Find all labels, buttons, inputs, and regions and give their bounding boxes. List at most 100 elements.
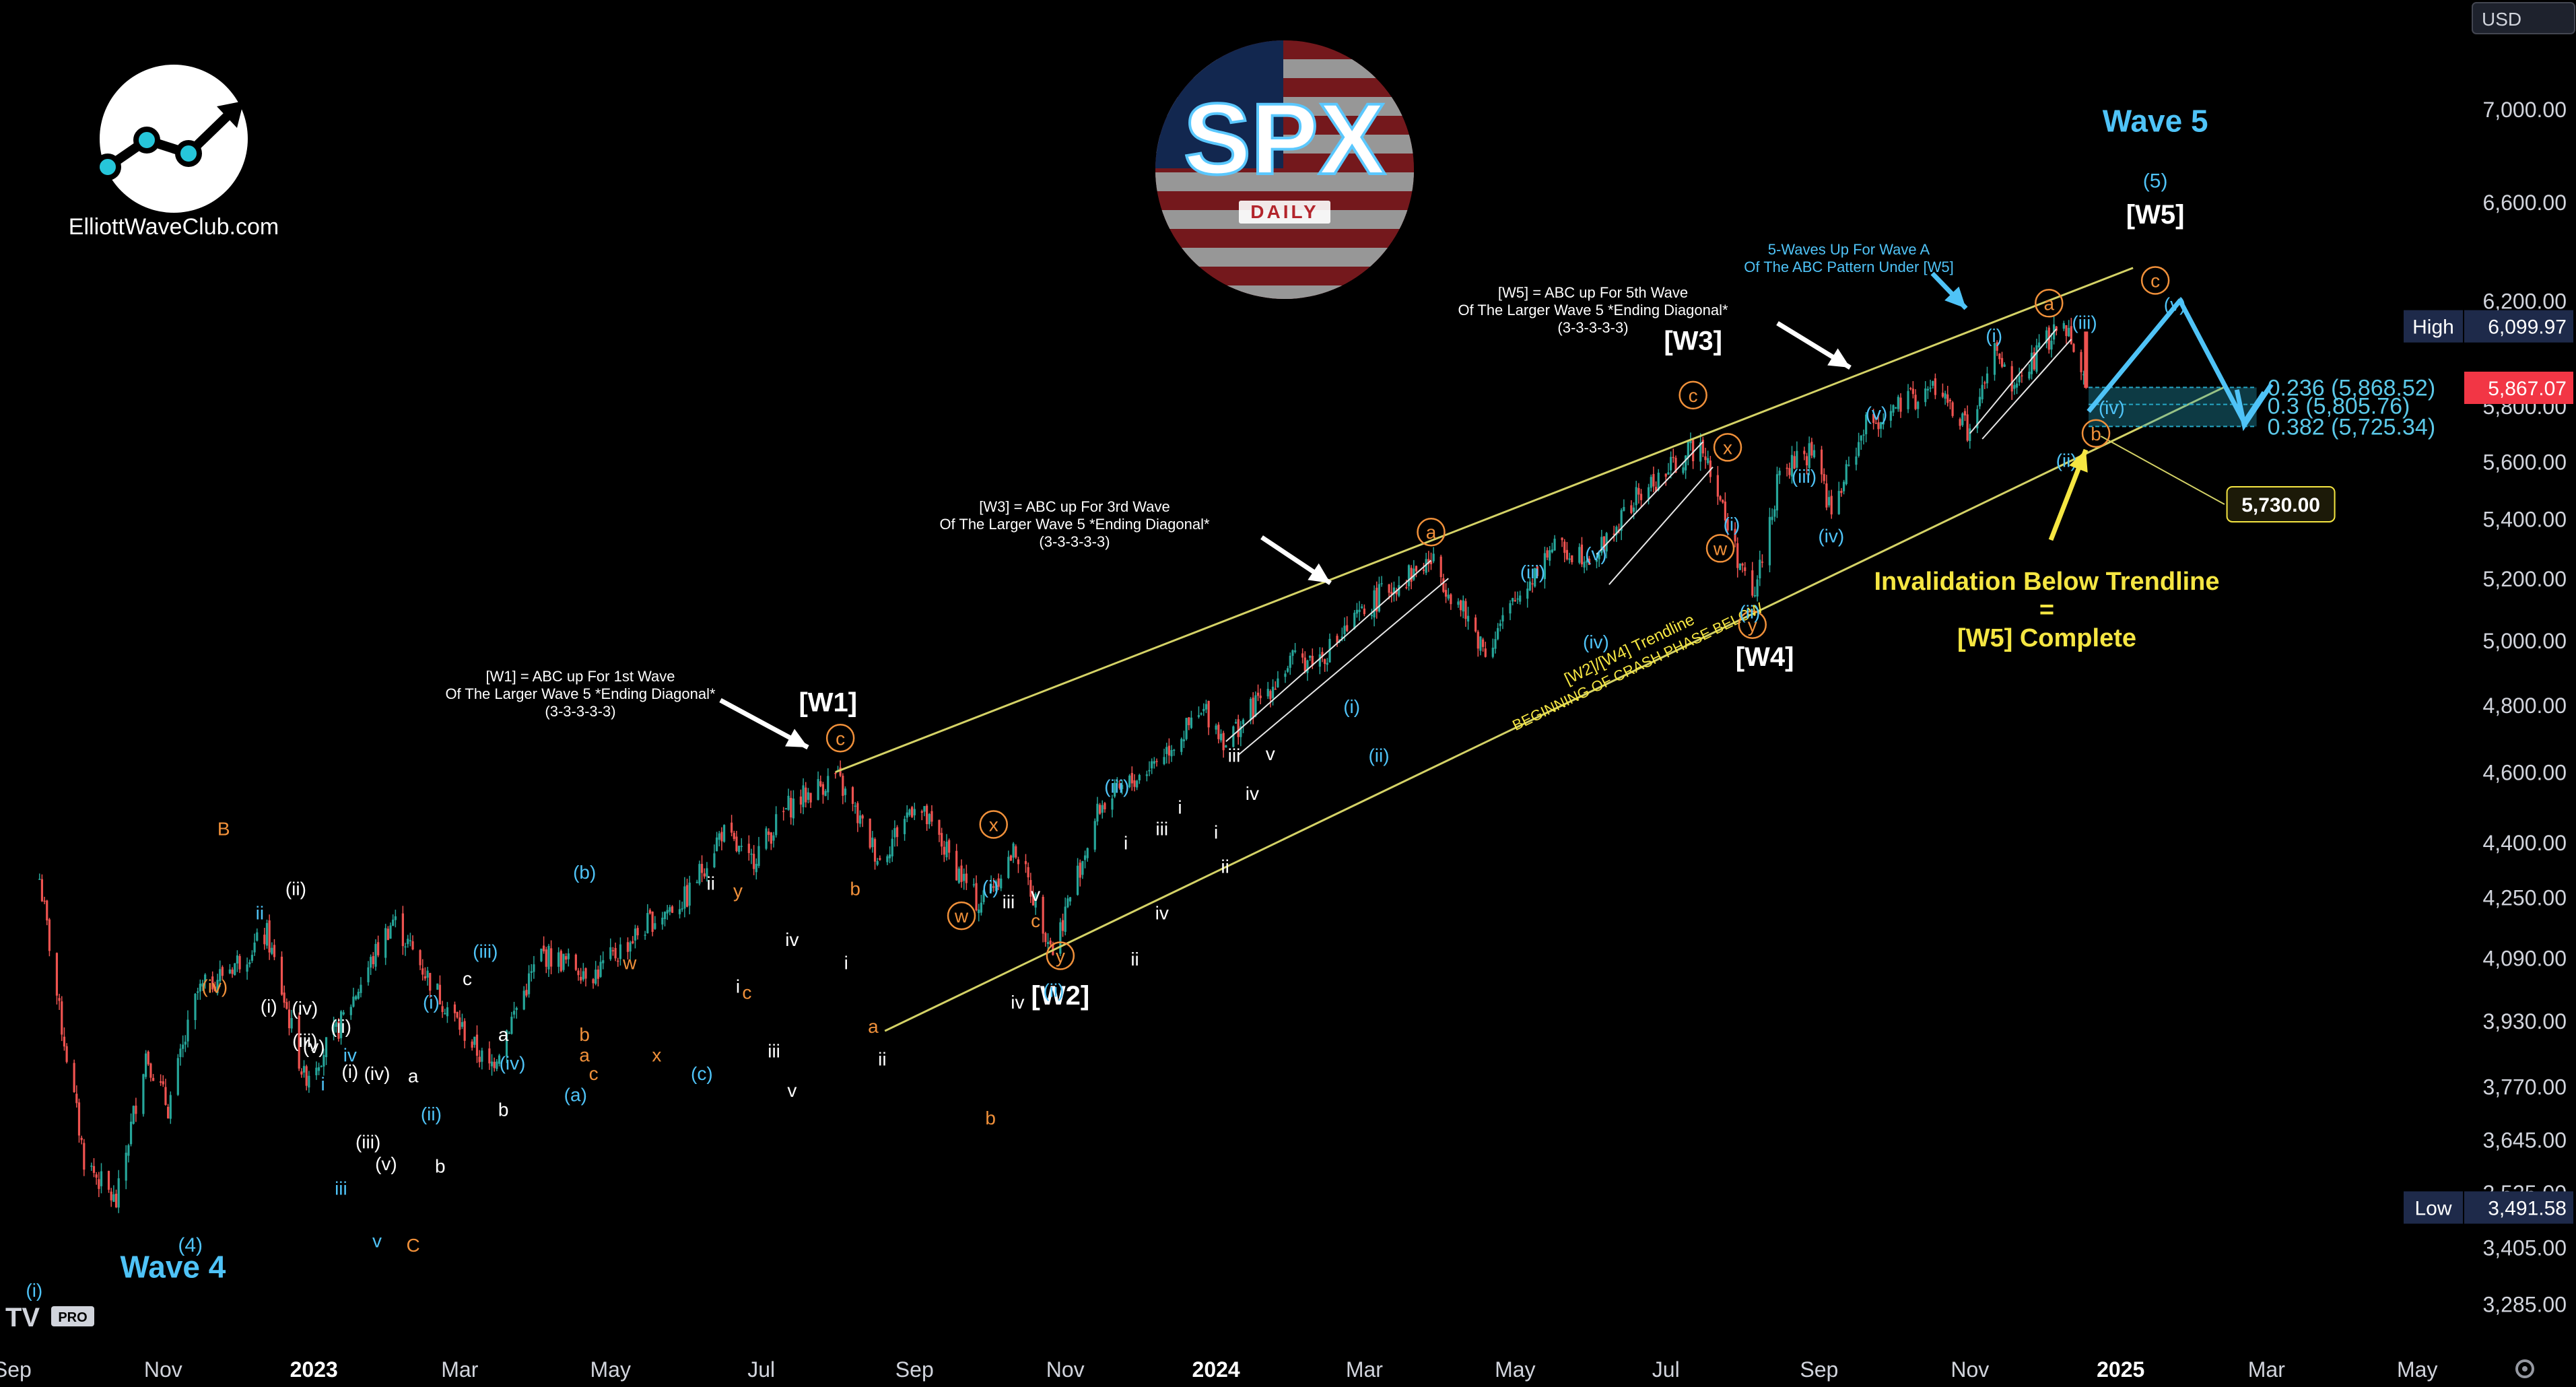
candle-body bbox=[562, 953, 565, 970]
candle-body bbox=[135, 1106, 137, 1114]
wave5-label: Wave 5 bbox=[2103, 104, 2208, 139]
candle-body bbox=[1294, 650, 1297, 652]
candle-body bbox=[1768, 516, 1771, 566]
candle-body bbox=[1620, 510, 1623, 531]
gear-icon[interactable] bbox=[2515, 1359, 2534, 1378]
candle-body bbox=[429, 973, 432, 991]
candle-body bbox=[1613, 533, 1615, 535]
candle-body bbox=[1882, 421, 1885, 425]
candle-body bbox=[1689, 440, 1692, 444]
candle-body bbox=[478, 1056, 481, 1062]
candle-body bbox=[871, 838, 874, 848]
candle-body bbox=[1514, 600, 1516, 602]
axis-layer: 7,000.006,600.006,200.005,800.005,600.00… bbox=[0, 98, 2573, 1382]
candle-body bbox=[1775, 474, 1779, 511]
minor-wave-label: iv bbox=[1246, 783, 1259, 804]
w2-w-label: w bbox=[954, 906, 969, 926]
candle-body bbox=[750, 853, 753, 855]
candle-body bbox=[1907, 391, 1909, 409]
candle-body bbox=[747, 844, 750, 853]
candle-body bbox=[216, 980, 219, 994]
wave-w1-label: [W1] bbox=[799, 688, 857, 718]
candle-body bbox=[928, 813, 930, 825]
candle-body bbox=[1687, 441, 1689, 458]
candle-body bbox=[755, 864, 757, 873]
minor-wave-label: i bbox=[1178, 797, 1182, 818]
candle-body bbox=[1827, 497, 1831, 506]
currency-badge[interactable]: USD bbox=[2472, 2, 2575, 34]
w5a-annotation: Of The ABC Pattern Under [W5] bbox=[1744, 259, 1953, 275]
minor-wave-label: ii bbox=[1130, 949, 1139, 970]
candle-body bbox=[144, 1053, 147, 1077]
candle-body bbox=[1672, 456, 1674, 459]
candle-body bbox=[1361, 606, 1363, 609]
candle-body bbox=[715, 837, 718, 852]
minor-wave-label: c bbox=[463, 968, 472, 989]
candle-body bbox=[994, 881, 998, 891]
candle-body bbox=[1165, 747, 1168, 754]
w4-y-label-circle bbox=[1738, 610, 1767, 640]
candle-body bbox=[1996, 342, 1998, 351]
minor-wave-label: (iii) bbox=[1104, 776, 1129, 797]
candle-body bbox=[1771, 516, 1773, 520]
candle-body bbox=[1079, 862, 1081, 878]
candle-body bbox=[1724, 501, 1726, 520]
minor-wave-label: (i) bbox=[1986, 325, 2002, 346]
candle-body bbox=[1981, 384, 1984, 400]
y-tick-label: 5,200.00 bbox=[2482, 567, 2567, 591]
minor-wave-label: a bbox=[498, 1024, 509, 1045]
candle-body bbox=[374, 943, 377, 967]
candle-body bbox=[911, 807, 914, 817]
candle-body bbox=[1951, 402, 1954, 416]
candle-body bbox=[1580, 544, 1584, 565]
candle-body bbox=[1595, 560, 1598, 562]
candle-body bbox=[2030, 352, 2033, 374]
candle-body bbox=[1751, 570, 1754, 596]
wave-w2-label: [W2] bbox=[1031, 981, 1090, 1011]
minor-wave-label: (iv) bbox=[292, 998, 318, 1019]
minor-wave-label: iv bbox=[1155, 903, 1169, 924]
candle-body bbox=[1788, 468, 1791, 475]
candle-body bbox=[1413, 568, 1415, 580]
candle-body bbox=[1578, 547, 1581, 563]
candle-body bbox=[644, 935, 646, 936]
y-tick-label: 3,930.00 bbox=[2482, 1009, 2567, 1034]
candle-body bbox=[505, 1030, 508, 1057]
candle-body bbox=[1716, 475, 1719, 497]
w4-w-label-circle bbox=[1705, 534, 1735, 563]
x-tick-label: Sep bbox=[0, 1357, 32, 1382]
candle-body bbox=[2072, 343, 2075, 352]
candle-body bbox=[1944, 393, 1946, 399]
low-value-bg bbox=[2464, 1191, 2573, 1224]
candle-body bbox=[1007, 856, 1010, 878]
candle-body bbox=[132, 1106, 135, 1124]
candle-body bbox=[1301, 653, 1304, 658]
candle-body bbox=[1155, 761, 1158, 762]
candle-body bbox=[204, 974, 207, 982]
candle-body bbox=[248, 962, 251, 965]
candle-body bbox=[1163, 757, 1165, 764]
candle-body bbox=[370, 957, 372, 968]
minor-wave-label: (i) bbox=[982, 877, 999, 898]
candle-body bbox=[1388, 584, 1390, 593]
candle-body bbox=[827, 776, 829, 792]
candle-body bbox=[1586, 560, 1588, 563]
x-tick-label: Nov bbox=[144, 1357, 182, 1382]
candle-body bbox=[1761, 562, 1764, 563]
w3-c-label: c bbox=[1689, 385, 1698, 406]
w5a-arrow-head bbox=[1944, 286, 1966, 308]
minor-wave-label: ii bbox=[878, 1049, 886, 1070]
candle-body bbox=[2037, 342, 2041, 347]
w3-c-label-circle bbox=[1679, 380, 1707, 410]
candle-body bbox=[2045, 330, 2048, 343]
candle-body bbox=[2080, 351, 2082, 372]
w5-b-label-circle bbox=[2081, 419, 2111, 448]
candle-body bbox=[545, 949, 547, 967]
x-tick-label: Mar bbox=[441, 1357, 478, 1382]
minor-wave-label: iv bbox=[343, 1044, 357, 1065]
candle-body bbox=[1450, 594, 1452, 605]
candle-body bbox=[1358, 609, 1361, 612]
candle-body bbox=[1101, 805, 1104, 813]
target-label: 5,730.00 bbox=[2241, 494, 2320, 516]
candle-body bbox=[1309, 655, 1312, 658]
